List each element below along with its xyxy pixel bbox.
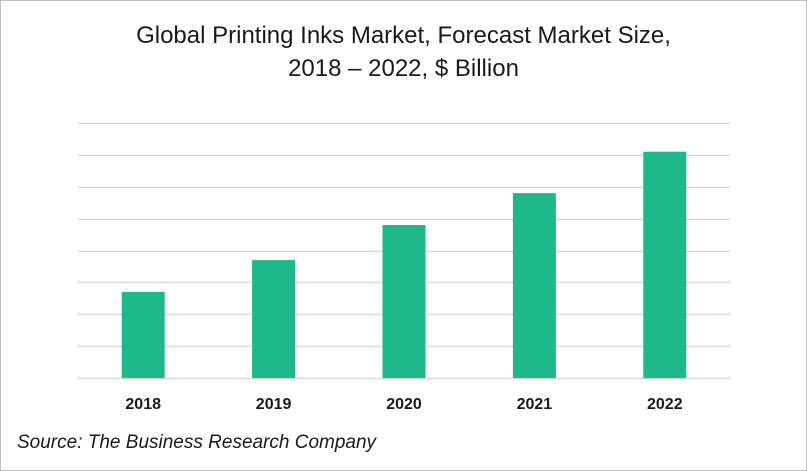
bars bbox=[121, 151, 687, 378]
bar-2019 bbox=[252, 260, 296, 378]
x-tick-label-2021: 2021 bbox=[517, 396, 553, 413]
bar-2020 bbox=[382, 225, 426, 378]
chart-title: Global Printing Inks Market, Forecast Ma… bbox=[1, 19, 806, 85]
chart-title-line-1: Global Printing Inks Market, Forecast Ma… bbox=[136, 22, 671, 49]
source-note: Source: The Business Research Company bbox=[17, 432, 377, 453]
bar-2021 bbox=[512, 193, 556, 378]
x-tick-label-2018: 2018 bbox=[125, 396, 161, 413]
x-axis-labels: 2018 2019 2020 2021 2022 bbox=[125, 396, 682, 413]
x-tick-label-2019: 2019 bbox=[256, 396, 292, 413]
bar-2022 bbox=[643, 151, 687, 378]
chart-title-line-2: 2018 – 2022, $ Billion bbox=[288, 55, 519, 82]
bar-2018 bbox=[121, 291, 165, 378]
x-tick-label-2022: 2022 bbox=[647, 396, 683, 413]
x-tick-label-2020: 2020 bbox=[386, 396, 422, 413]
